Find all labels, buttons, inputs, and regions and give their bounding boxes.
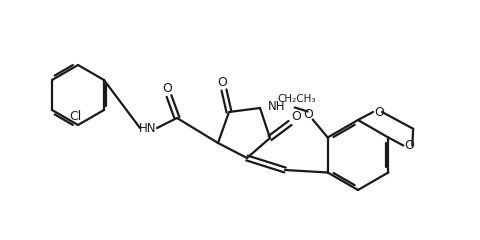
Text: CH₂CH₃: CH₂CH₃ — [277, 95, 316, 104]
Text: O: O — [217, 76, 227, 89]
Text: O: O — [162, 82, 172, 95]
Text: O: O — [374, 106, 384, 119]
Text: O: O — [404, 139, 414, 152]
Text: NH: NH — [268, 100, 286, 113]
Text: O: O — [291, 110, 301, 124]
Text: Cl: Cl — [69, 110, 81, 124]
Text: O: O — [303, 108, 312, 121]
Text: HN: HN — [139, 121, 157, 134]
